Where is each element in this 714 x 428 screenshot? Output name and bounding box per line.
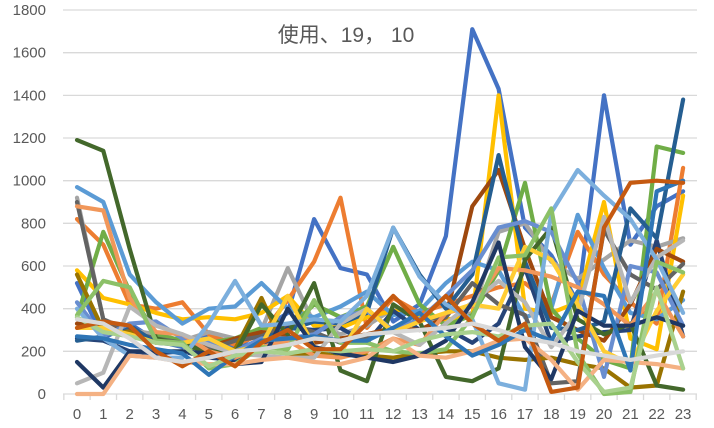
- x-tick-label: 23: [675, 406, 692, 423]
- x-tick-label: 5: [205, 406, 213, 423]
- series-line-s17: [74, 167, 686, 392]
- x-tick-label: 8: [284, 406, 292, 423]
- y-tick-label: 1000: [13, 173, 46, 190]
- chart-title: 使用、19， 10: [278, 24, 415, 47]
- x-tick-label: 21: [622, 406, 639, 423]
- x-tick-label: 12: [385, 406, 402, 423]
- x-tick-label: 9: [310, 406, 318, 423]
- y-tick-label: 1600: [13, 45, 46, 62]
- x-tick-label: 1: [99, 406, 107, 423]
- y-tick-label: 1200: [13, 130, 46, 147]
- x-tick-label: 10: [332, 406, 349, 423]
- series-line-s5: [74, 185, 686, 326]
- x-tick-label: 2: [126, 406, 134, 423]
- x-tick-label: 15: [464, 406, 481, 423]
- series-lines: [74, 27, 686, 397]
- gridlines: [63, 9, 697, 352]
- y-tick-label: 1400: [13, 87, 46, 104]
- x-tick-label: 0: [73, 406, 81, 423]
- y-tick-label: 400: [21, 301, 46, 318]
- x-tick-label: 18: [543, 406, 560, 423]
- x-tick-label: 13: [411, 406, 428, 423]
- x-tick-label: 14: [438, 406, 455, 423]
- x-axis: 0 1 2 3 4 5 6 7 8 9 10 11 12 13 14 15 16 17 18 19 20 21 22 23: [63, 393, 697, 423]
- x-tick-label: 16: [490, 406, 507, 423]
- y-tick-label: 200: [21, 343, 46, 360]
- y-axis-ticks: 0 200 400 600 800 1000 1200 1400 1600 1800: [13, 2, 46, 403]
- x-tick-label: 17: [517, 406, 534, 423]
- x-tick-label: 3: [152, 406, 160, 423]
- x-tick-label: 6: [231, 406, 239, 423]
- y-tick-label: 600: [21, 258, 46, 275]
- y-tick-label: 1800: [13, 2, 46, 19]
- series-line-s23: [74, 178, 686, 394]
- y-tick-label: 0: [38, 386, 46, 403]
- y-tick-label: 800: [21, 215, 46, 232]
- x-tick-label: 7: [257, 406, 265, 423]
- x-tick-label: 20: [596, 406, 613, 423]
- x-tick-label: 22: [648, 406, 665, 423]
- x-tick-label: 4: [178, 406, 186, 423]
- x-tick-label: 11: [359, 406, 375, 423]
- series-line-s24: [74, 317, 686, 365]
- x-tick-label: 19: [569, 406, 586, 423]
